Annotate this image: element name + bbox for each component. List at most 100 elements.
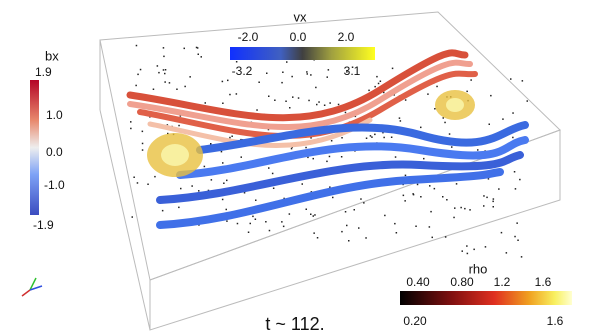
colorbar-tick: 0.80 bbox=[450, 275, 474, 289]
particle bbox=[483, 195, 485, 197]
particle bbox=[354, 115, 357, 118]
particle bbox=[513, 171, 516, 173]
particle bbox=[274, 99, 276, 101]
particle bbox=[442, 117, 444, 119]
particle bbox=[247, 231, 250, 233]
particle bbox=[316, 237, 319, 239]
particle bbox=[327, 69, 330, 71]
particle bbox=[207, 189, 210, 192]
particle bbox=[344, 211, 347, 213]
particle bbox=[374, 133, 376, 136]
particle bbox=[337, 103, 340, 106]
particle bbox=[195, 46, 198, 49]
particle bbox=[297, 97, 300, 99]
particle bbox=[184, 85, 186, 88]
particle bbox=[369, 135, 372, 137]
particle bbox=[266, 72, 268, 74]
time-label: t ~ 112. bbox=[265, 314, 324, 334]
particle bbox=[130, 121, 132, 123]
particle bbox=[365, 137, 368, 139]
particle bbox=[255, 199, 257, 201]
particle bbox=[178, 124, 180, 127]
particle bbox=[281, 221, 283, 223]
particle bbox=[316, 103, 318, 106]
particle bbox=[510, 78, 512, 80]
particle bbox=[483, 205, 485, 207]
particle bbox=[484, 246, 487, 248]
particle bbox=[268, 229, 271, 232]
particle bbox=[329, 186, 331, 188]
colorbar-bx bbox=[30, 80, 39, 215]
particle bbox=[429, 185, 431, 187]
particle bbox=[136, 182, 139, 184]
particle bbox=[133, 176, 135, 178]
particle bbox=[444, 236, 447, 238]
particle bbox=[141, 149, 144, 151]
particle bbox=[282, 225, 285, 228]
particle bbox=[376, 75, 378, 78]
colorbar-range: 0.20 bbox=[403, 314, 427, 328]
particle bbox=[404, 200, 406, 202]
particle bbox=[428, 226, 431, 228]
particle bbox=[512, 112, 514, 114]
particle bbox=[368, 89, 370, 92]
particle bbox=[289, 107, 291, 109]
particle bbox=[323, 104, 326, 106]
particle bbox=[492, 200, 494, 203]
particle bbox=[178, 206, 180, 209]
particle bbox=[341, 137, 343, 139]
particle bbox=[235, 61, 238, 63]
particle bbox=[223, 182, 225, 184]
particle bbox=[189, 76, 191, 78]
particle bbox=[383, 91, 385, 94]
colorbar-title: vx bbox=[294, 9, 308, 24]
particle bbox=[286, 61, 288, 63]
particle bbox=[488, 123, 490, 125]
colorbar-tick: -1.0 bbox=[44, 178, 65, 192]
particle bbox=[243, 192, 246, 194]
particle bbox=[444, 121, 446, 124]
colorbar-range: 1.6 bbox=[547, 314, 564, 328]
particle bbox=[346, 71, 348, 73]
particle bbox=[358, 227, 360, 229]
particle bbox=[162, 47, 165, 49]
particle bbox=[451, 146, 453, 148]
particle bbox=[252, 215, 254, 218]
particle bbox=[466, 245, 468, 247]
particle bbox=[249, 222, 251, 225]
particle bbox=[521, 80, 524, 82]
particle bbox=[226, 220, 228, 222]
particle bbox=[167, 132, 169, 135]
particle bbox=[222, 162, 224, 164]
particle bbox=[306, 73, 308, 75]
particle bbox=[306, 71, 308, 73]
streamlines-blue bbox=[156, 121, 529, 229]
particle bbox=[285, 100, 287, 102]
particle bbox=[231, 135, 233, 137]
colorbar-rho bbox=[400, 291, 572, 305]
particle bbox=[271, 172, 274, 175]
particle bbox=[292, 96, 294, 98]
particle bbox=[130, 127, 132, 130]
particle bbox=[282, 71, 284, 73]
particle bbox=[326, 160, 328, 163]
colorbar-tick: 1.6 bbox=[535, 275, 552, 289]
colorbar-vx bbox=[230, 47, 375, 60]
particle bbox=[330, 140, 333, 142]
particle bbox=[466, 252, 469, 255]
particle bbox=[500, 231, 503, 234]
particle bbox=[200, 56, 202, 58]
particle bbox=[235, 93, 238, 95]
particle bbox=[486, 196, 488, 199]
particle bbox=[517, 239, 519, 241]
particle bbox=[344, 111, 347, 114]
particle bbox=[229, 93, 231, 96]
particle bbox=[154, 175, 156, 178]
particle bbox=[135, 84, 137, 87]
particle bbox=[514, 235, 516, 238]
particle bbox=[268, 167, 270, 169]
particle bbox=[461, 250, 463, 252]
particle bbox=[377, 82, 380, 85]
particle bbox=[326, 76, 328, 78]
